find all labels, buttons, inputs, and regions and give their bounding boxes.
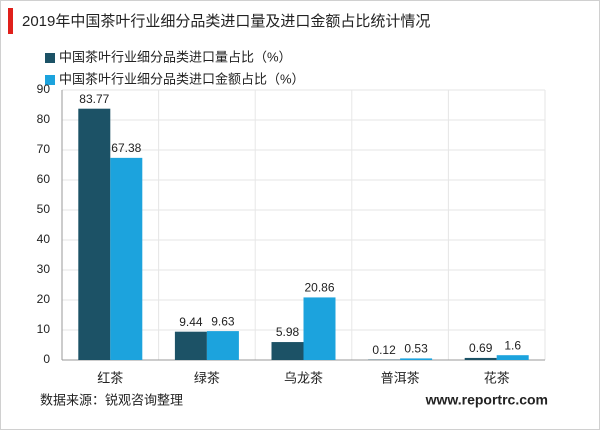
y-tick-label: 0 [43,352,50,366]
y-tick-label: 60 [37,172,51,186]
bar [271,342,304,360]
y-tick-label: 50 [37,202,51,216]
data-label: 5.98 [276,325,300,339]
data-label: 20.86 [304,281,334,295]
data-label: 83.77 [79,92,109,106]
bar [464,357,497,360]
y-tick-label: 40 [37,232,51,246]
bar [174,331,207,360]
bar [496,355,529,360]
data-label: 9.44 [179,315,203,329]
source: 数据来源：锐观咨询整理 [40,392,183,407]
legend-swatch [45,53,55,63]
bar [400,358,433,360]
bar [78,108,111,360]
y-tick-label: 30 [37,262,51,276]
data-label: 0.12 [372,343,396,357]
y-tick-label: 80 [37,112,51,126]
x-tick-label: 乌龙茶 [284,370,323,385]
data-label: 0.69 [469,341,493,355]
legend-label: 中国茶叶行业细分品类进口金额占比（%） [59,71,305,86]
x-tick-label: 花茶 [484,370,510,385]
bar [206,331,239,360]
data-label: 0.53 [404,342,428,356]
website: www.reportrc.com [425,392,548,408]
x-tick-label: 红茶 [97,370,123,385]
bar [303,297,336,360]
y-tick-label: 10 [37,322,51,336]
y-tick-label: 90 [37,82,51,96]
data-label: 1.6 [504,338,521,352]
data-label: 9.63 [211,314,235,328]
y-tick-label: 20 [37,292,51,306]
y-tick-label: 70 [37,142,51,156]
legend-swatch [45,75,55,85]
legend-label: 中国茶叶行业细分品类进口量占比（%） [59,49,292,64]
title-accent [8,8,13,34]
x-tick-label: 普洱茶 [381,370,420,385]
data-label: 67.38 [111,141,141,155]
bar [110,157,143,360]
x-tick-label: 绿茶 [194,370,220,385]
chart-title: 2019年中国茶叶行业细分品类进口量及进口金额占比统计情况 [22,13,430,30]
